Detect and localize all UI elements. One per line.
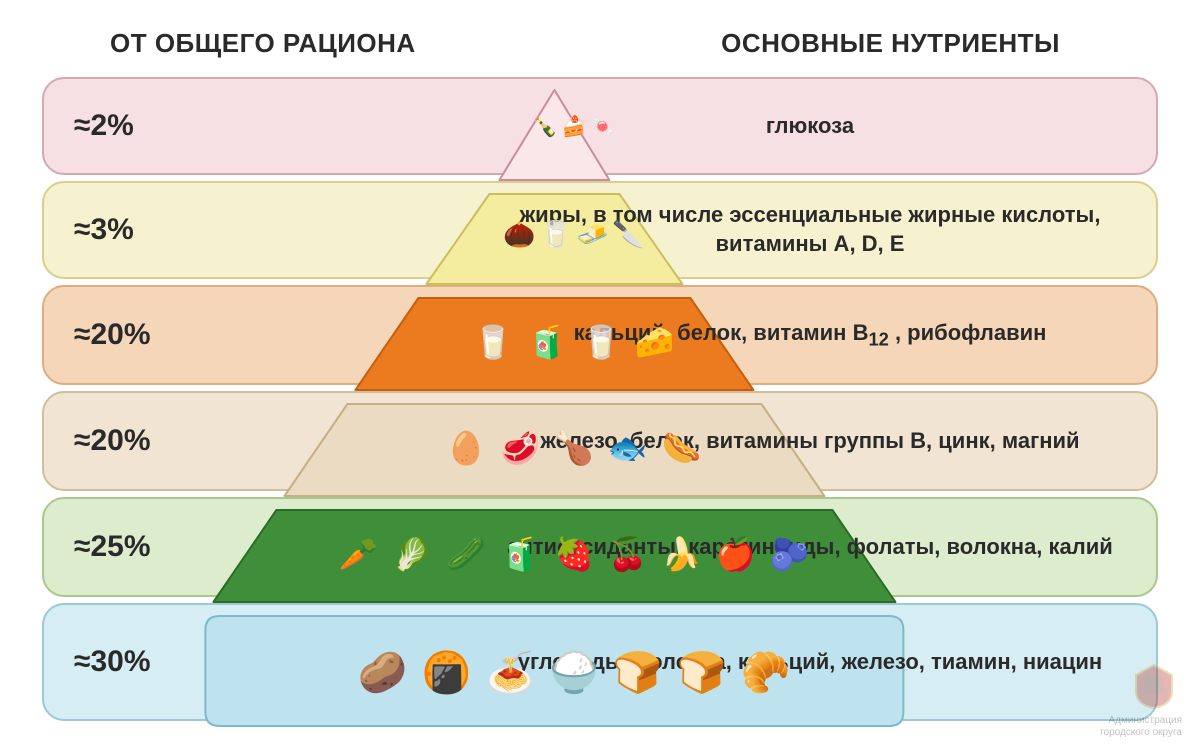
percent-3: ≈20% [74,424,234,458]
watermark: Администрация городского округа [1100,661,1182,739]
nutrients-3: железо, белок, витамины группы B, цинк, … [234,427,1126,456]
percent-0: ≈2% [74,109,234,143]
watermark-line2: городского округа [1100,727,1182,739]
rows-container: ≈2%глюкоза≈3%жиры, в том числе эссенциал… [0,77,1200,721]
row-2: ≈20%кальций, белок, витамин B12 , рибофл… [42,285,1158,385]
header-right: ОСНОВНЫЕ НУТРИЕНТЫ [585,28,1140,59]
nutrients-1: жиры, в том числе эссенциальные жирные к… [234,201,1126,258]
row-3: ≈20%железо, белок, витамины группы B, ци… [42,391,1158,491]
nutrients-4: антиоксиданты, каратиноиды, фолаты, воло… [234,533,1126,562]
nutrients-5: углеводы, волокна, кальций, железо, тиам… [234,648,1126,677]
percent-4: ≈25% [74,530,234,564]
row-0: ≈2%глюкоза [42,77,1158,175]
row-4: ≈25%антиоксиданты, каратиноиды, фолаты, … [42,497,1158,597]
percent-1: ≈3% [74,213,234,247]
row-5: ≈30%углеводы, волокна, кальций, железо, … [42,603,1158,721]
nutrients-0: глюкоза [234,112,1126,141]
percent-2: ≈20% [74,318,234,352]
crest-icon [1126,661,1182,709]
watermark-line1: Администрация [1100,715,1182,727]
percent-5: ≈30% [74,645,234,679]
nutrients-2: кальций, белок, витамин B12 , рибофлавин [234,319,1126,351]
header-left: ОТ ОБЩЕГО РАЦИОНА [60,28,585,59]
row-1: ≈3%жиры, в том числе эссенциальные жирны… [42,181,1158,279]
